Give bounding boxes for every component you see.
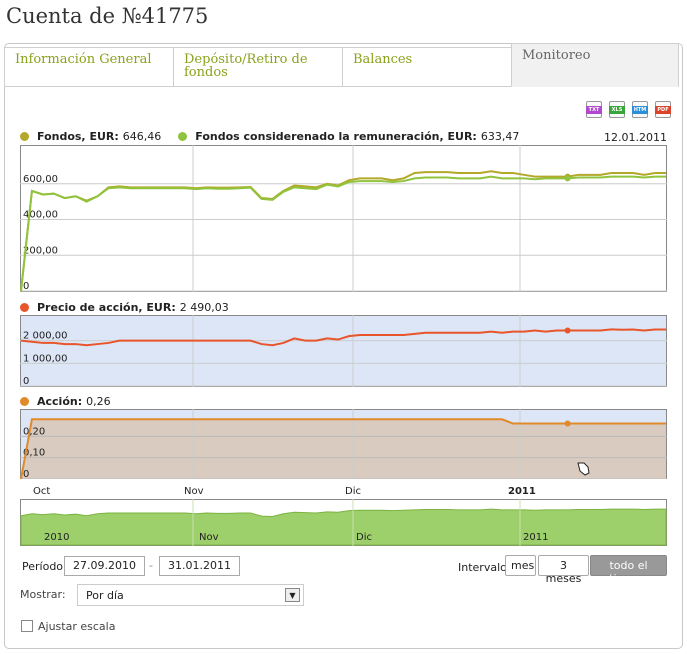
y-tick-label: 0,10 (23, 448, 45, 459)
ajustar-escala-checkbox[interactable] (21, 620, 33, 632)
pdf-export-label: PDF (655, 106, 671, 114)
y-tick-label: 0 (23, 469, 29, 480)
y-tick-label: 1 000,00 (23, 353, 68, 364)
periodo-label: Período: (22, 560, 67, 573)
navigator-x-label: Nov (199, 532, 219, 543)
tab-bar: Información General Depósito/Retiro de f… (4, 43, 679, 87)
htm-export-icon[interactable]: HTM (632, 101, 648, 118)
accion-chart: 0 0,10 0,20 Oct Nov Dic 2011 (20, 409, 667, 499)
tab-deposito-retiro[interactable]: Depósito/Retiro de fondos (173, 47, 343, 87)
pdf-export-icon[interactable]: PDF (655, 101, 671, 118)
mostrar-label: Mostrar: (20, 588, 66, 601)
accion-dot-icon (20, 397, 29, 406)
y-tick-label: 0 (23, 376, 29, 387)
interval-todo-button[interactable]: todo el tiempo (590, 555, 667, 585)
x-tick-label: Dic (345, 486, 361, 497)
y-tick-label: 0 (23, 281, 29, 292)
x-tick-label: Nov (184, 486, 204, 497)
series-area (21, 419, 666, 479)
x-tick-label: 2011 (508, 486, 536, 497)
legend-fondos: Fondos, EUR: 646,46 Fondos considerenado… (20, 130, 519, 143)
y-tick-label: 2 000,00 (23, 331, 68, 342)
y-tick-label: 400,00 (23, 210, 58, 221)
interval-3meses-button[interactable]: 3 meses (538, 555, 589, 585)
mostrar-select-value: Por día (86, 589, 124, 602)
x-axis-strip (20, 479, 667, 499)
legend-accion-value: 0,26 (86, 395, 111, 408)
series-marker (564, 327, 571, 334)
xls-export-icon[interactable]: XLS (609, 101, 625, 118)
chevron-down-icon[interactable]: ▼ (285, 588, 300, 602)
legend-precio: Precio de acción, EUR: 2 490,03 (20, 301, 229, 314)
interval-mes-button[interactable]: mes (505, 555, 536, 576)
tab-monitoreo[interactable]: Monitoreo (511, 43, 679, 87)
series-marker (564, 175, 571, 182)
series-line (20, 418, 666, 480)
navigator-area (20, 508, 667, 546)
ajustar-escala-label: Ajustar escala (38, 620, 116, 633)
hand-cursor-icon (577, 462, 590, 476)
precio-dot-icon (20, 303, 29, 312)
xls-export-label: XLS (609, 106, 625, 114)
series-line (20, 328, 666, 347)
export-toolbar: TXT XLS HTM PDF (586, 101, 671, 118)
y-tick-label: 0,20 (23, 426, 45, 437)
chart-background (20, 315, 667, 387)
htm-export-label: HTM (632, 106, 648, 114)
fondos-chart: 0 200,00 400,00 600,00 (20, 145, 667, 292)
legend-precio-value: 2 490,03 (179, 301, 229, 314)
page-title: Cuenta de №41775 (6, 4, 209, 28)
legend-accion-label: Acción: (37, 395, 83, 408)
legend-fondos-label: Fondos, EUR: (37, 130, 119, 143)
fondos-rem-dot-icon (178, 132, 188, 141)
navigator-chart[interactable]: 2010 Nov Dic 2011 (20, 499, 667, 546)
tab-balances[interactable]: Balances (342, 47, 512, 87)
txt-export-icon[interactable]: TXT (586, 101, 602, 118)
legend-precio-label: Precio de acción, EUR: (37, 301, 176, 314)
y-tick-label: 600,00 (23, 174, 58, 185)
date-to-input[interactable]: 31.01.2011 (159, 556, 240, 576)
legend-fondos-value: 646,46 (122, 130, 162, 143)
legend-fondos-rem-value: 633,47 (480, 130, 520, 143)
intervalo-label: Intervalo: (458, 561, 511, 574)
mostrar-select[interactable]: Por día ▼ (77, 584, 304, 606)
y-tick-label: 200,00 (23, 245, 58, 256)
legend-accion: Acción: 0,26 (20, 395, 111, 408)
current-date: 12.01.2011 (604, 131, 667, 144)
fondos-dot-icon (20, 132, 29, 141)
legend-fondos-rem-label: Fondos considerenado la remuneración, EU… (195, 130, 477, 143)
x-tick-label: Oct (33, 486, 50, 497)
period-separator: - (149, 559, 153, 572)
navigator-x-label: Dic (356, 532, 372, 543)
chart-background (20, 145, 667, 292)
txt-export-label: TXT (586, 106, 602, 114)
navigator-x-label: 2010 (44, 532, 69, 543)
date-from-input[interactable]: 27.09.2010 (64, 556, 145, 576)
series-marker (564, 420, 571, 427)
precio-chart: 0 1 000,00 2 000,00 (20, 315, 667, 387)
navigator-x-label: 2011 (523, 532, 548, 543)
tab-informacion-general[interactable]: Información General (4, 47, 174, 87)
series-line (20, 175, 666, 292)
